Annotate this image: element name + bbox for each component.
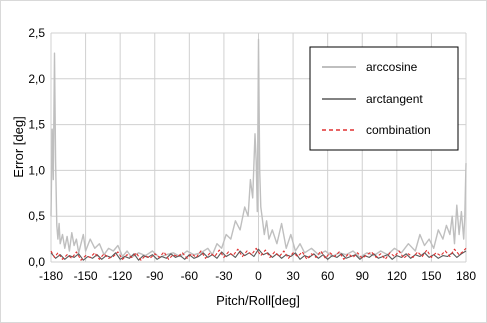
x-tick-label: -30 (215, 269, 233, 283)
y-tick-label: 0,0 (28, 255, 45, 269)
legend-label-arccosine: arccosine (366, 60, 418, 74)
y-tick-label: 0,5 (28, 209, 45, 223)
legend-label-arctangent: arctangent (366, 92, 423, 106)
x-tick-label: 150 (421, 269, 441, 283)
x-tick-label: 180 (456, 269, 476, 283)
y-tick-label: 2,0 (28, 72, 45, 86)
x-tick-label: 120 (387, 269, 407, 283)
x-tick-label: 90 (356, 269, 370, 283)
x-axis-ticks: -180 -150 -120 -90 -60 -30 0 30 60 90 120 150 180 (39, 269, 476, 283)
series-line-arctangent (50, 248, 467, 261)
y-tick-label: 2,5 (28, 26, 45, 40)
y-tick-label: 1,0 (28, 163, 45, 177)
x-tick-label: 30 (286, 269, 300, 283)
series-layer (50, 38, 467, 261)
y-axis-label: Error [deg] (11, 116, 26, 177)
legend-label-combination: combination (366, 123, 431, 137)
y-tick-label: 1,5 (28, 118, 45, 132)
legend: arccosine arctangent combination (309, 46, 459, 151)
x-tick-label: -60 (181, 269, 199, 283)
x-tick-label: -150 (74, 269, 98, 283)
x-tick-label: -180 (39, 269, 63, 283)
series-line-arccosine (50, 38, 467, 259)
x-axis-label: Pitch/Roll[deg] (216, 293, 300, 308)
y-axis-ticks: 0,0 0,5 1,0 1,5 2,0 2,5 (28, 26, 45, 269)
x-tick-label: -90 (146, 269, 164, 283)
series-line-combination (50, 247, 467, 261)
x-tick-label: 60 (321, 269, 335, 283)
x-tick-label: 0 (255, 269, 262, 283)
x-tick-label: -120 (108, 269, 132, 283)
